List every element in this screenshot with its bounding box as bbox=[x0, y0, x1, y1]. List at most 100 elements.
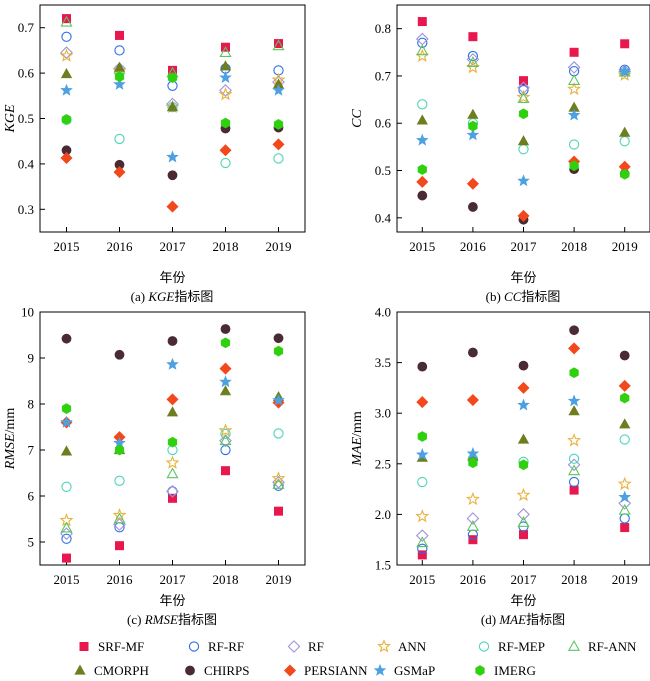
y-tick-label: 4.0 bbox=[375, 305, 391, 320]
data-point-ann bbox=[112, 508, 127, 522]
data-point-imerg bbox=[468, 120, 478, 132]
data-point-rf-mep bbox=[518, 144, 529, 155]
data-point-srf-mf bbox=[620, 39, 630, 49]
legend-marker-imerg bbox=[475, 665, 485, 676]
data-point-rf-rf bbox=[417, 543, 428, 554]
y-axis-label-metric: RMSE bbox=[3, 433, 18, 470]
x-tick-label: 2018 bbox=[213, 572, 239, 587]
data-point-rf-ann bbox=[60, 15, 73, 27]
legend-marker-rf bbox=[287, 640, 301, 653]
data-point-rf-ann bbox=[219, 434, 232, 446]
legend-marker-persiann bbox=[283, 664, 297, 677]
y-tick-label: 0.5 bbox=[18, 111, 34, 126]
data-point-imerg bbox=[273, 345, 284, 357]
caption-prefix: (a) bbox=[131, 289, 149, 304]
data-point-persiann bbox=[568, 342, 581, 355]
x-tick-label: 2018 bbox=[561, 239, 587, 254]
data-point-persiann bbox=[219, 144, 232, 157]
data-point-chirps bbox=[273, 333, 284, 344]
data-point-rf-rf bbox=[518, 84, 529, 96]
legend-marker-rf-ann bbox=[567, 639, 581, 651]
x-axis-label: 年份 bbox=[510, 270, 536, 285]
data-point-imerg bbox=[220, 337, 231, 349]
legend-label-imerg: IMERG bbox=[494, 663, 536, 678]
y-tick-label: 0.6 bbox=[18, 66, 35, 81]
y-axis-label-metric: CC bbox=[350, 109, 365, 128]
data-point-srf-mf bbox=[221, 466, 231, 476]
data-point-cmorph bbox=[219, 60, 232, 71]
data-point-persiann bbox=[517, 381, 530, 394]
legend-item-srf-mf: SRF-MF bbox=[79, 639, 144, 654]
data-point-gsmap bbox=[219, 375, 232, 388]
data-point-cmorph bbox=[619, 418, 631, 429]
data-point-chirps bbox=[61, 333, 72, 344]
data-point-gsmap bbox=[113, 77, 126, 90]
data-point-rf-mep bbox=[619, 434, 630, 445]
data-point-srf-mf bbox=[468, 32, 478, 42]
data-point-gsmap bbox=[618, 64, 632, 77]
y-tick-label: 2.0 bbox=[375, 507, 391, 522]
data-point-cmorph bbox=[416, 114, 428, 125]
data-point-rf-ann bbox=[517, 515, 530, 527]
data-point-imerg bbox=[167, 72, 178, 83]
data-point-persiann bbox=[166, 200, 179, 213]
y-tick-label: 5 bbox=[28, 535, 35, 550]
data-point-gsmap bbox=[219, 71, 232, 83]
data-point-srf-mf bbox=[620, 523, 630, 533]
data-point-chirps bbox=[167, 336, 178, 346]
caption-prefix: (c) bbox=[127, 612, 145, 627]
x-tick-label: 2016 bbox=[107, 572, 134, 587]
data-point-rf bbox=[219, 83, 232, 97]
data-point-ann bbox=[271, 471, 286, 485]
y-tick-label: 1.5 bbox=[375, 558, 391, 573]
data-point-ann bbox=[165, 455, 180, 469]
y-axis-label-metric: MAE bbox=[350, 437, 365, 467]
data-point-rf-mep bbox=[568, 453, 580, 464]
x-tick-label: 2018 bbox=[561, 572, 587, 587]
data-point-rf-ann bbox=[219, 46, 232, 58]
legend-item-ann: ANN bbox=[377, 639, 427, 654]
caption-metric: RMSE bbox=[144, 612, 178, 627]
data-point-rf-rf bbox=[467, 50, 479, 62]
x-tick-label: 2016 bbox=[107, 239, 134, 254]
data-point-rf-mep bbox=[220, 428, 231, 440]
y-tick-label: 0.8 bbox=[375, 21, 391, 36]
x-axis-label: 年份 bbox=[510, 593, 536, 608]
legend-item-gsmap: GSMaP bbox=[373, 663, 435, 678]
data-point-rf-rf bbox=[61, 533, 72, 544]
legend-item-imerg: IMERG bbox=[475, 663, 536, 678]
y-tick-label: 0.7 bbox=[375, 68, 392, 83]
data-point-gsmap bbox=[466, 447, 480, 460]
data-point-rf-mep bbox=[417, 99, 428, 110]
data-point-srf-mf bbox=[569, 47, 579, 57]
data-point-imerg bbox=[61, 403, 72, 414]
data-point-ann bbox=[567, 433, 582, 447]
data-point-cmorph bbox=[568, 405, 580, 416]
data-point-persiann bbox=[166, 393, 179, 406]
data-point-rf bbox=[567, 61, 581, 74]
legend-marker-rf-mep bbox=[478, 641, 490, 652]
legend-label-rf-mep: RF-MEP bbox=[498, 639, 545, 654]
data-point-cmorph bbox=[166, 101, 179, 112]
data-point-rf bbox=[219, 434, 232, 448]
panel-caption: (a) KGE指标图 bbox=[131, 289, 214, 304]
legend-marker-ann bbox=[377, 639, 391, 653]
data-point-imerg bbox=[114, 444, 125, 456]
data-point-imerg bbox=[518, 459, 529, 471]
x-axis-label: 年份 bbox=[159, 270, 185, 285]
y-tick-label: 0.4 bbox=[18, 156, 35, 171]
data-point-gsmap bbox=[166, 150, 179, 163]
data-point-rf-ann bbox=[618, 503, 631, 515]
data-point-chirps bbox=[467, 202, 478, 212]
x-tick-label: 2015 bbox=[54, 239, 80, 254]
data-point-persiann bbox=[416, 175, 429, 188]
data-point-srf-mf bbox=[417, 550, 427, 560]
data-point-gsmap bbox=[415, 133, 429, 146]
data-point-srf-mf bbox=[115, 30, 125, 40]
caption-suffix: 指标图 bbox=[174, 289, 213, 304]
caption-metric: KGE bbox=[147, 289, 174, 304]
data-point-gsmap bbox=[415, 448, 429, 461]
data-point-rf-mep bbox=[61, 481, 72, 492]
data-point-persiann bbox=[113, 166, 126, 179]
y-tick-label: 6 bbox=[28, 489, 35, 504]
